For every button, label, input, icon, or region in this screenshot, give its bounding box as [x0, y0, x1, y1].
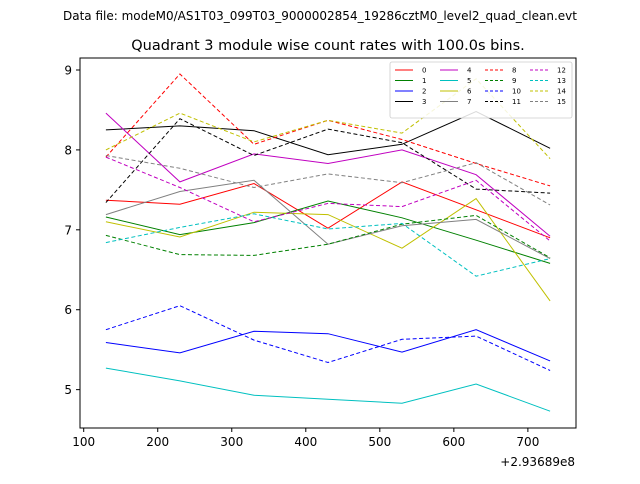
x-offset-label: +2.93689e8 — [500, 455, 575, 469]
series-line-10 — [105, 305, 551, 371]
chart-suptitle: Data file: modeM0/AS1T03_099T03_90000028… — [63, 9, 577, 23]
series-line-13 — [105, 213, 551, 277]
legend-label-1: 1 — [422, 77, 426, 85]
legend-label-15: 15 — [557, 98, 566, 106]
y-tick-label: 6 — [64, 303, 72, 317]
legend-label-12: 12 — [557, 67, 566, 75]
legend-label-2: 2 — [422, 88, 426, 96]
series-line-5 — [105, 367, 551, 412]
plot-frame — [79, 57, 577, 429]
x-tick-label: 600 — [442, 435, 465, 449]
legend-label-10: 10 — [512, 88, 521, 96]
series-line-7 — [105, 179, 551, 260]
x-tick-label: 400 — [294, 435, 317, 449]
y-tick-label: 7 — [64, 223, 72, 237]
series-line-4 — [105, 112, 551, 237]
legend-label-4: 4 — [467, 67, 472, 75]
legend-label-14: 14 — [557, 88, 566, 96]
series-line-9 — [105, 214, 551, 259]
y-tick-label: 8 — [64, 143, 72, 157]
series-line-6 — [105, 197, 551, 302]
legend-label-7: 7 — [467, 98, 471, 106]
x-tick-label: 500 — [368, 435, 391, 449]
legend-label-6: 6 — [467, 88, 472, 96]
legend-label-8: 8 — [512, 67, 516, 75]
y-tick-label: 5 — [64, 383, 72, 397]
legend-label-11: 11 — [512, 98, 521, 106]
plot-area — [105, 73, 551, 412]
legend-label-3: 3 — [422, 98, 426, 106]
series-line-12 — [105, 156, 551, 242]
legend-box — [389, 61, 573, 119]
x-tick-label: 100 — [72, 435, 95, 449]
legend-label-0: 0 — [422, 67, 426, 75]
series-line-1 — [105, 200, 551, 264]
series-line-0 — [105, 181, 551, 239]
chart-title: Quadrant 3 module wise count rates with … — [131, 38, 525, 54]
series-line-8 — [105, 73, 551, 187]
x-tick-label: 300 — [220, 435, 243, 449]
series-line-11 — [105, 118, 551, 203]
series-line-15 — [105, 155, 551, 206]
y-tick-label: 9 — [64, 63, 72, 77]
x-tick-label: 700 — [516, 435, 539, 449]
series-line-2 — [105, 329, 551, 362]
legend-label-13: 13 — [557, 77, 566, 85]
x-tick-label: 200 — [146, 435, 169, 449]
legend-label-9: 9 — [512, 77, 516, 85]
legend-label-5: 5 — [467, 77, 471, 85]
